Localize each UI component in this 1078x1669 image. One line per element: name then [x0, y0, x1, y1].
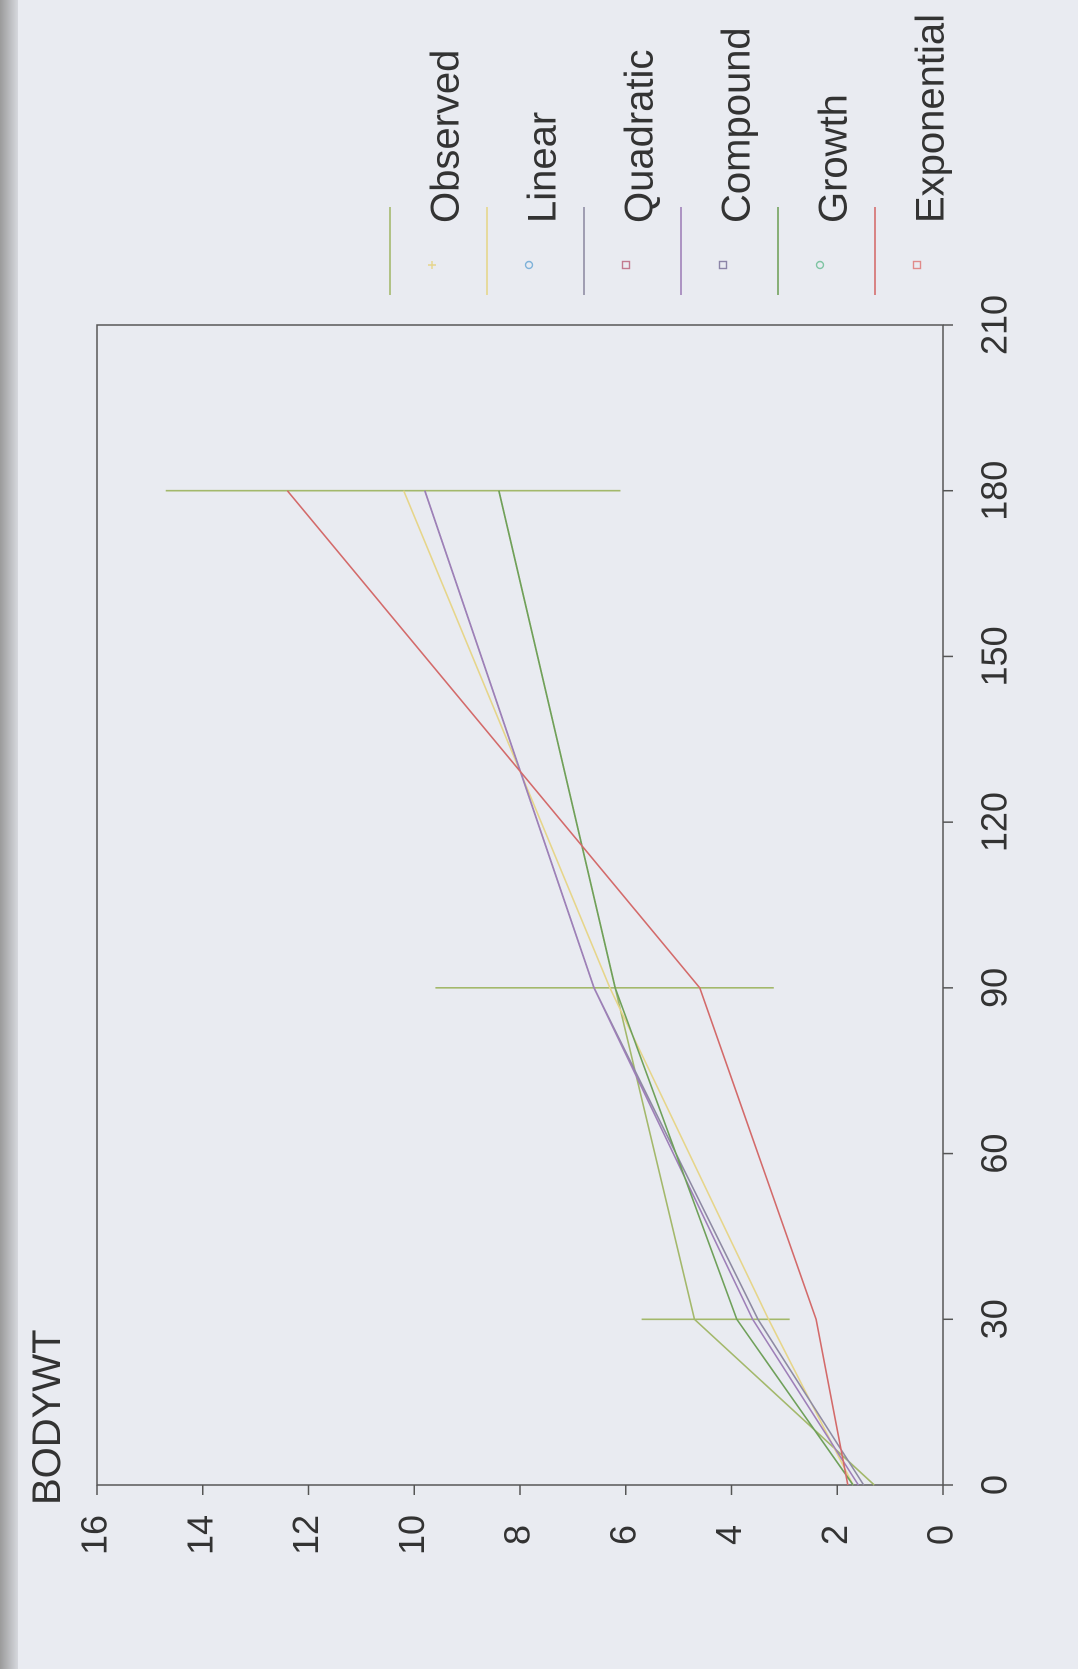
legend-label-observed: Observed: [424, 50, 468, 223]
y-tick-label: 14: [179, 1515, 220, 1555]
x-tick-label: 120: [974, 792, 1015, 852]
axis-layer: 0 30 60 90 120 150 180 210 0 2 4 6 8 10 12 14 16: [74, 295, 1015, 1555]
x-tick-label: 90: [974, 968, 1015, 1008]
legend-label-linear: Linear: [521, 112, 565, 223]
series-layer: [286, 490, 875, 1486]
legend-label-quadratic: Quadratic: [618, 50, 662, 223]
y-tick-label: 8: [497, 1525, 538, 1545]
legend-marker: [912, 260, 922, 270]
observed-range-layer: [165, 489, 790, 1321]
x-tick-label: 30: [974, 1299, 1015, 1339]
y-tick-label: 2: [814, 1525, 855, 1545]
page-shadow: [0, 0, 18, 1669]
x-tick-label: 210: [974, 295, 1015, 355]
legend-marker: [524, 260, 534, 270]
x-tick-label: 60: [974, 1134, 1015, 1174]
legend-marker: [621, 260, 631, 270]
legend-label-growth: Growth: [812, 94, 856, 223]
plot-frame: [96, 324, 944, 1486]
legend: Observed Linear Quadratic Compound Growth Exp…: [389, 14, 953, 295]
legend-marker: [815, 260, 825, 270]
legend-marker: [718, 260, 728, 270]
chart-title: BODYWT: [25, 1329, 69, 1505]
legend-marker: [428, 261, 436, 269]
series-line-compound: [424, 490, 860, 1486]
y-tick-label: 0: [920, 1525, 961, 1545]
y-tick-label: 10: [391, 1515, 432, 1555]
y-tick-label: 6: [602, 1525, 643, 1545]
y-tick-label: 16: [74, 1515, 115, 1555]
legend-label-compound: Compound: [715, 27, 759, 223]
series-line-growth: [498, 490, 854, 1486]
legend-label-exponential: Exponential: [909, 14, 953, 223]
chart-frame-layer: [96, 324, 944, 1486]
x-tick-label: 0: [974, 1475, 1015, 1495]
y-tick-label: 4: [708, 1525, 749, 1545]
x-tick-label: 150: [974, 626, 1015, 686]
y-tick-label: 12: [285, 1515, 326, 1555]
x-tick-label: 180: [974, 461, 1015, 521]
series-line-exponential: [286, 490, 849, 1486]
